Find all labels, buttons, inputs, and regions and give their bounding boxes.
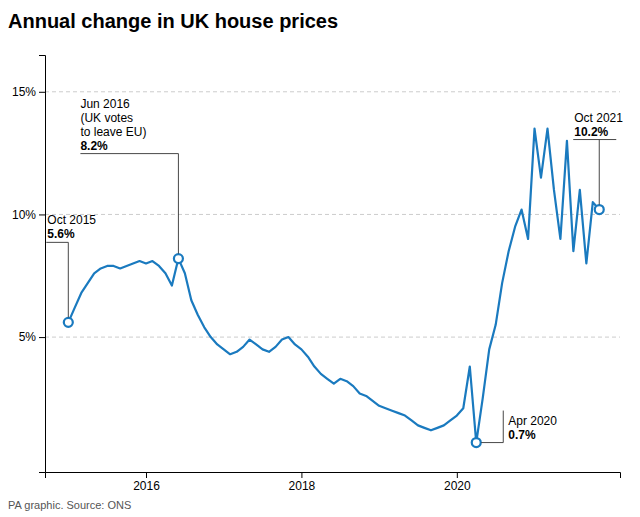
- annotation-leader: [178, 154, 179, 254]
- tick-label: 15%: [12, 85, 36, 99]
- tick: 15%: [12, 85, 45, 99]
- line: [68, 129, 599, 443]
- annotation-leader: [481, 442, 503, 443]
- annotation-text: 0.7%: [508, 428, 536, 442]
- tick: 10%: [12, 208, 45, 222]
- tick-line: [457, 472, 458, 478]
- annotation-text: 8.2%: [80, 139, 108, 153]
- highlight-point: [472, 438, 481, 447]
- tick: 2016: [133, 472, 160, 493]
- annotation-leader: [68, 242, 69, 317]
- plot-area: [64, 129, 604, 447]
- tick-line: [301, 472, 302, 478]
- tick: 5%: [19, 330, 45, 344]
- annotation-leader: [46, 242, 68, 243]
- annotation-text: 5.6%: [47, 227, 75, 241]
- tick-label: 2016: [133, 479, 160, 493]
- grid-line: [45, 337, 620, 338]
- annotation-leader: [80, 153, 178, 154]
- highlight-point: [174, 254, 183, 263]
- annotation-text: 10.2%: [574, 125, 608, 139]
- chart: Annual change in UK house prices PA graph…: [0, 0, 640, 517]
- tick-label: 2020: [444, 479, 471, 493]
- tick-label: 10%: [12, 208, 36, 222]
- tick: 2020: [444, 472, 471, 493]
- tick-line: [146, 472, 147, 478]
- annotation-text: to leave EU): [80, 125, 146, 139]
- x-axis: 2016 2018 2020: [46, 472, 621, 493]
- highlight-point: [64, 318, 73, 327]
- tick-label: 5%: [19, 330, 37, 344]
- tick-label: 2018: [289, 479, 316, 493]
- axis-domain: [46, 473, 621, 479]
- grid-line: [45, 214, 620, 215]
- tick-line: [39, 92, 45, 93]
- annotation-leader: [599, 140, 600, 205]
- axis-domain: [39, 56, 46, 473]
- tick-line: [39, 337, 45, 338]
- annotations: Oct 20155.6% Jun 2016(UK votesto leave EU…: [46, 97, 623, 443]
- highlight-point: [595, 205, 604, 214]
- y-axis: 5% 10% 15%: [12, 56, 46, 473]
- annotation-leader: [573, 139, 616, 140]
- title: Annual change in UK house prices: [8, 10, 338, 32]
- annotation-text: Apr 2020: [508, 414, 557, 428]
- tick: 2018: [289, 472, 316, 493]
- annotation-text: Jun 2016: [80, 97, 130, 111]
- annotation-text: Oct 2021: [574, 111, 623, 125]
- annotation-text: Oct 2015: [47, 213, 96, 227]
- annotation-leader: [503, 411, 504, 443]
- annotation-text: (UK votes: [80, 111, 133, 125]
- tick-line: [39, 214, 45, 215]
- grid-line: [45, 91, 620, 92]
- source: PA graphic. Source: ONS: [8, 499, 131, 511]
